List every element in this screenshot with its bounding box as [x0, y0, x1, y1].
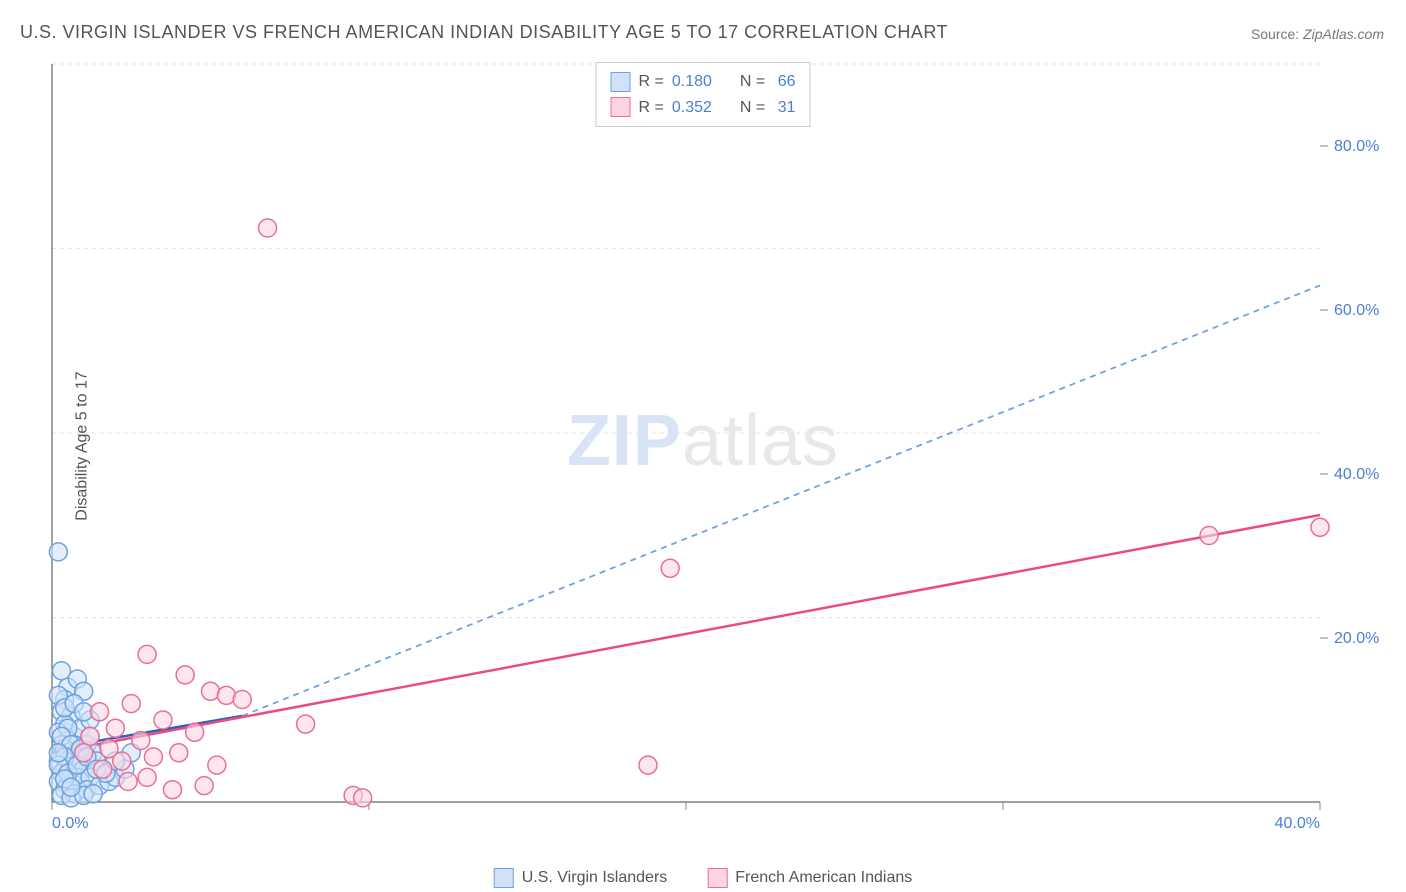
y-tick-label: 40.0%: [1334, 466, 1379, 483]
series-legend: U.S. Virgin Islanders French American Ind…: [494, 868, 913, 888]
point-usvi: [62, 778, 80, 796]
chart-title: U.S. VIRGIN ISLANDER VS FRENCH AMERICAN …: [20, 22, 948, 43]
y-tick-label: 60.0%: [1334, 302, 1379, 319]
legend-swatch: [707, 868, 727, 888]
legend-label: French American Indians: [735, 869, 912, 887]
point-fai: [138, 768, 156, 786]
r-label: R =: [639, 95, 664, 121]
x-tick-label: 40.0%: [1275, 815, 1320, 832]
legend-label: U.S. Virgin Islanders: [522, 869, 668, 887]
scatter-plot: 0.0% 40.0% 20.0% 40.0% 60.0% 80.0%: [48, 60, 1384, 842]
n-label: N =: [740, 95, 765, 121]
point-fai: [195, 777, 213, 795]
legend-item: U.S. Virgin Islanders: [494, 868, 668, 888]
point-fai: [259, 219, 277, 237]
source-value: ZipAtlas.com: [1303, 26, 1384, 42]
legend-swatch: [611, 97, 631, 117]
point-fai: [217, 686, 235, 704]
trendline-ext-usvi: [242, 285, 1320, 716]
x-tick-label: 0.0%: [52, 815, 88, 832]
point-fai: [297, 715, 315, 733]
point-fai: [106, 719, 124, 737]
point-usvi: [84, 785, 102, 803]
point-fai: [144, 748, 162, 766]
point-usvi: [49, 543, 67, 561]
n-label: N =: [740, 69, 765, 95]
r-value: 0.180: [672, 69, 712, 95]
point-fai: [202, 682, 220, 700]
point-fai: [119, 773, 137, 791]
point-fai: [91, 703, 109, 721]
point-fai: [132, 732, 150, 750]
r-label: R =: [639, 69, 664, 95]
point-fai: [176, 666, 194, 684]
chart-container: U.S. VIRGIN ISLANDER VS FRENCH AMERICAN …: [0, 0, 1406, 892]
stats-legend: R = 0.180 N = 66 R = 0.352 N = 31: [596, 62, 811, 127]
n-value: 31: [773, 95, 795, 121]
y-tick-label: 20.0%: [1334, 630, 1379, 647]
stats-legend-row: R = 0.180 N = 66: [611, 69, 796, 95]
legend-swatch: [611, 72, 631, 92]
r-value: 0.352: [672, 95, 712, 121]
legend-item: French American Indians: [707, 868, 912, 888]
point-fai: [1311, 518, 1329, 536]
point-fai: [354, 789, 372, 807]
legend-swatch: [494, 868, 514, 888]
y-tick-label: 80.0%: [1334, 138, 1379, 155]
source-label: Source:: [1251, 26, 1303, 42]
trendline-fai: [52, 515, 1320, 753]
point-fai: [208, 756, 226, 774]
point-fai: [81, 727, 99, 745]
point-fai: [113, 752, 131, 770]
point-fai: [94, 760, 112, 778]
point-fai: [186, 723, 204, 741]
stats-legend-row: R = 0.352 N = 31: [611, 95, 796, 121]
point-fai: [1200, 527, 1218, 545]
n-value: 66: [773, 69, 795, 95]
source-attribution: Source: ZipAtlas.com: [1251, 26, 1384, 42]
point-fai: [639, 756, 657, 774]
point-fai: [122, 695, 140, 713]
point-fai: [138, 645, 156, 663]
point-fai: [75, 744, 93, 762]
point-fai: [170, 744, 188, 762]
point-fai: [154, 711, 172, 729]
point-usvi: [49, 744, 67, 762]
point-fai: [661, 559, 679, 577]
point-fai: [233, 691, 251, 709]
point-fai: [163, 781, 181, 799]
